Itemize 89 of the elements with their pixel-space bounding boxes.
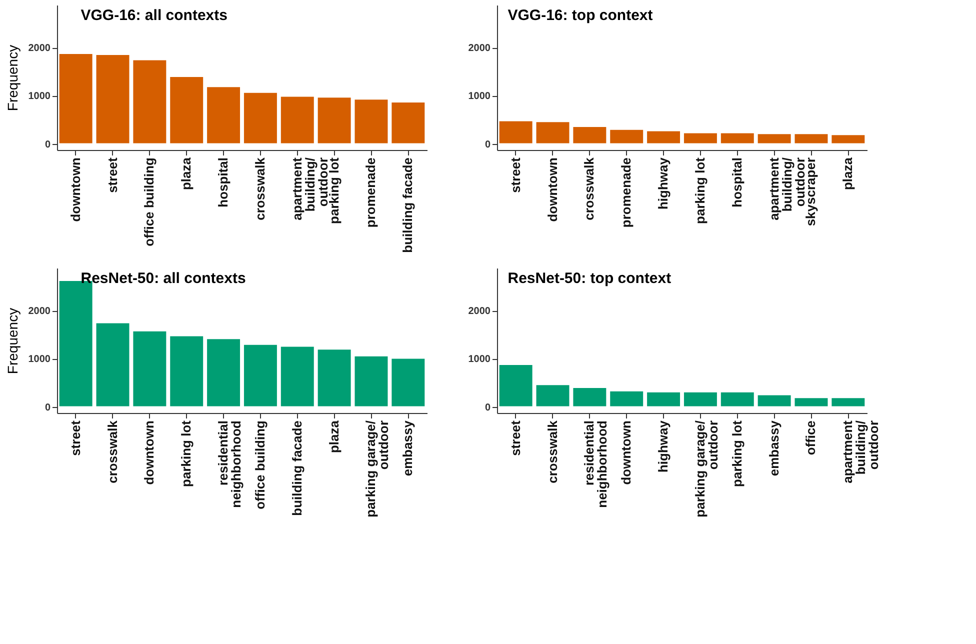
- bar: [830, 397, 866, 408]
- bar: [720, 391, 755, 408]
- bar: [720, 132, 755, 144]
- x-tick-label: street: [104, 156, 120, 193]
- bar: [572, 387, 608, 408]
- x-tick-label: office building: [142, 157, 157, 246]
- y-tick-label: 0: [44, 139, 51, 150]
- bar: [242, 344, 278, 408]
- x-tick-label: office building: [252, 420, 268, 510]
- bar: [390, 358, 426, 408]
- x-tick-label: skyscraper: [803, 158, 818, 226]
- bar: [794, 133, 829, 144]
- x-tick-label: hospital: [729, 158, 744, 208]
- x-tick-label: embassy: [766, 420, 782, 476]
- bar: [242, 92, 278, 144]
- chart-title: VGG-16: all contexts: [80, 7, 228, 24]
- y-tick-label: 2000: [28, 306, 51, 318]
- y-tick-label: 2000: [468, 43, 491, 54]
- x-tick-label: office: [803, 420, 818, 456]
- y-tick-label: 2000: [468, 306, 491, 318]
- x-tick-label: promenade: [618, 158, 634, 228]
- x-tick-label: downtown: [68, 157, 83, 222]
- y-tick-label: 0: [484, 139, 491, 150]
- x-tick-label: street: [68, 420, 83, 456]
- x-tick-label: plaza: [326, 420, 342, 454]
- bar: [132, 330, 168, 408]
- bar: [95, 322, 130, 408]
- x-tick-label: building facade: [289, 420, 304, 516]
- bar: [390, 101, 426, 144]
- x-tick-label: crosswalk: [104, 420, 120, 484]
- bar: [682, 132, 718, 144]
- x-tick-label: street: [508, 156, 523, 193]
- bar: [609, 390, 644, 408]
- x-tick-label: embassy: [400, 420, 416, 476]
- x-tick-label: highway: [656, 420, 671, 473]
- bar: [132, 59, 168, 144]
- x-tick-label: downtown: [618, 420, 634, 485]
- y-tick-label: 2000: [28, 43, 51, 54]
- bar: [498, 120, 534, 144]
- bar: [206, 338, 242, 408]
- x-tick-label: promenade: [363, 158, 378, 228]
- chart-title: ResNet-50: top context: [508, 270, 672, 287]
- bar: [756, 133, 792, 144]
- bar: [535, 384, 570, 408]
- y-tick-label: 1000: [468, 91, 491, 102]
- bar: [169, 335, 204, 408]
- y-tick-label: 1000: [28, 91, 51, 102]
- x-tick-label: downtown: [544, 157, 560, 222]
- bar: [646, 391, 682, 408]
- x-tick-label: parking lot: [178, 420, 194, 487]
- x-tick-label: street: [508, 420, 523, 456]
- chart-title: VGG-16: top context: [508, 7, 653, 24]
- x-tick-label: parking lot: [692, 156, 708, 224]
- x-tick-label: plaza: [178, 156, 194, 190]
- bar: [354, 355, 389, 408]
- bar: [535, 121, 570, 144]
- bar: [280, 96, 315, 144]
- bar: [169, 76, 204, 144]
- chart-title: ResNet-50: all contexts: [80, 270, 246, 287]
- y-tick-label: 1000: [468, 354, 491, 366]
- y-axis-title: Frequency: [4, 308, 20, 374]
- bar: [354, 98, 389, 144]
- x-tick-label: hospital: [216, 158, 231, 208]
- x-tick-label: downtown: [142, 420, 157, 485]
- bar: [609, 128, 644, 144]
- y-tick-label: 0: [484, 402, 491, 414]
- bar: [682, 391, 718, 408]
- bar: [316, 96, 352, 144]
- x-tick-label: plaza: [840, 156, 856, 190]
- bar: [58, 52, 94, 144]
- x-tick-label: parking lot: [729, 420, 744, 487]
- bar: [95, 54, 130, 144]
- y-tick-label: 1000: [28, 354, 51, 366]
- bar: [756, 394, 792, 408]
- bar: [794, 397, 829, 408]
- x-tick-label: building facade: [400, 158, 416, 253]
- bar: [498, 364, 534, 408]
- x-tick-label: crosswalk: [252, 156, 268, 220]
- bar: [206, 86, 242, 144]
- bar: [572, 126, 608, 144]
- bar: [646, 130, 682, 144]
- y-axis-title: Frequency: [4, 44, 20, 112]
- x-tick-label: crosswalk: [544, 420, 560, 484]
- x-tick-label: crosswalk: [582, 156, 597, 220]
- x-tick-label: highway: [656, 156, 671, 210]
- bar: [316, 348, 352, 408]
- y-tick-label: 0: [44, 402, 51, 414]
- bar: [280, 346, 315, 408]
- bar: [830, 134, 866, 144]
